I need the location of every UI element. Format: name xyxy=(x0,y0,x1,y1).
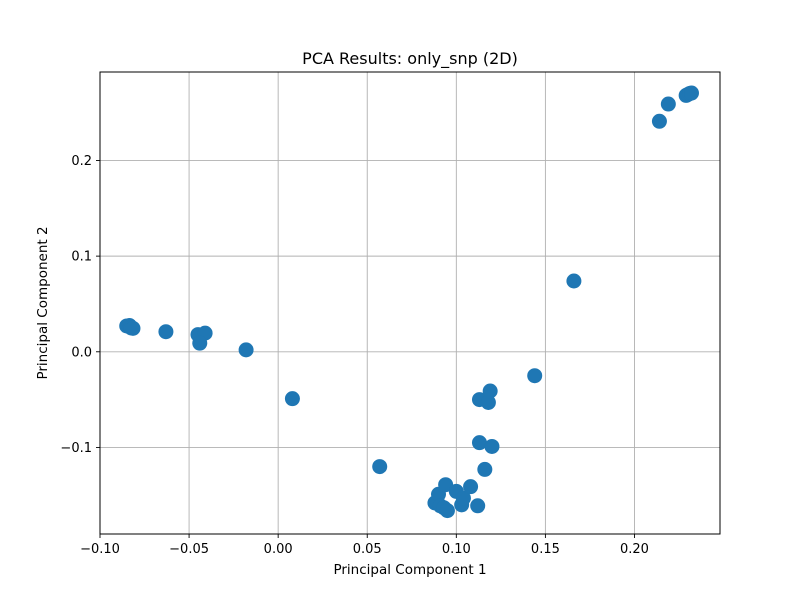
data-point xyxy=(471,435,487,451)
y-tick-label: 0.1 xyxy=(71,250,92,265)
x-tick-label: 0.15 xyxy=(531,542,560,557)
ticks-layer: −0.10 −0.05 0.00 0.05 0.10 0.15 0.20 −0.1 0.0 0.1… xyxy=(60,154,649,557)
data-point xyxy=(463,479,479,495)
data-point xyxy=(158,324,174,340)
data-point xyxy=(527,368,543,384)
points-layer xyxy=(119,85,699,519)
data-point xyxy=(660,96,676,112)
data-point xyxy=(372,459,388,475)
y-tick-label: 0.2 xyxy=(71,154,92,169)
data-point xyxy=(125,320,141,336)
data-point xyxy=(480,394,496,410)
x-tick-label: −0.10 xyxy=(80,542,120,557)
x-tick-label: 0.05 xyxy=(353,542,382,557)
x-tick-label: 0.10 xyxy=(442,542,471,557)
data-point xyxy=(455,490,471,506)
y-tick-label: −0.1 xyxy=(60,441,92,456)
chart-title: PCA Results: only_snp (2D) xyxy=(302,49,518,69)
data-point xyxy=(284,391,300,407)
data-point xyxy=(482,383,498,399)
x-tick-label: 0.00 xyxy=(264,542,293,557)
data-point xyxy=(470,498,486,514)
x-axis-label: Principal Component 1 xyxy=(333,562,486,578)
grid-layer xyxy=(99,72,720,534)
data-point xyxy=(238,342,254,358)
data-point xyxy=(651,113,667,129)
x-tick-label: −0.05 xyxy=(169,542,209,557)
data-point xyxy=(683,85,699,101)
y-axis-label: Principal Component 2 xyxy=(35,226,51,379)
y-tick-label: 0.0 xyxy=(71,345,92,360)
data-point xyxy=(477,461,493,477)
plot-frame xyxy=(99,71,721,535)
data-point xyxy=(484,438,500,454)
data-point xyxy=(439,503,455,519)
data-point xyxy=(566,273,582,289)
data-point xyxy=(438,477,454,493)
data-point xyxy=(192,335,208,351)
x-tick-label: 0.20 xyxy=(620,542,649,557)
